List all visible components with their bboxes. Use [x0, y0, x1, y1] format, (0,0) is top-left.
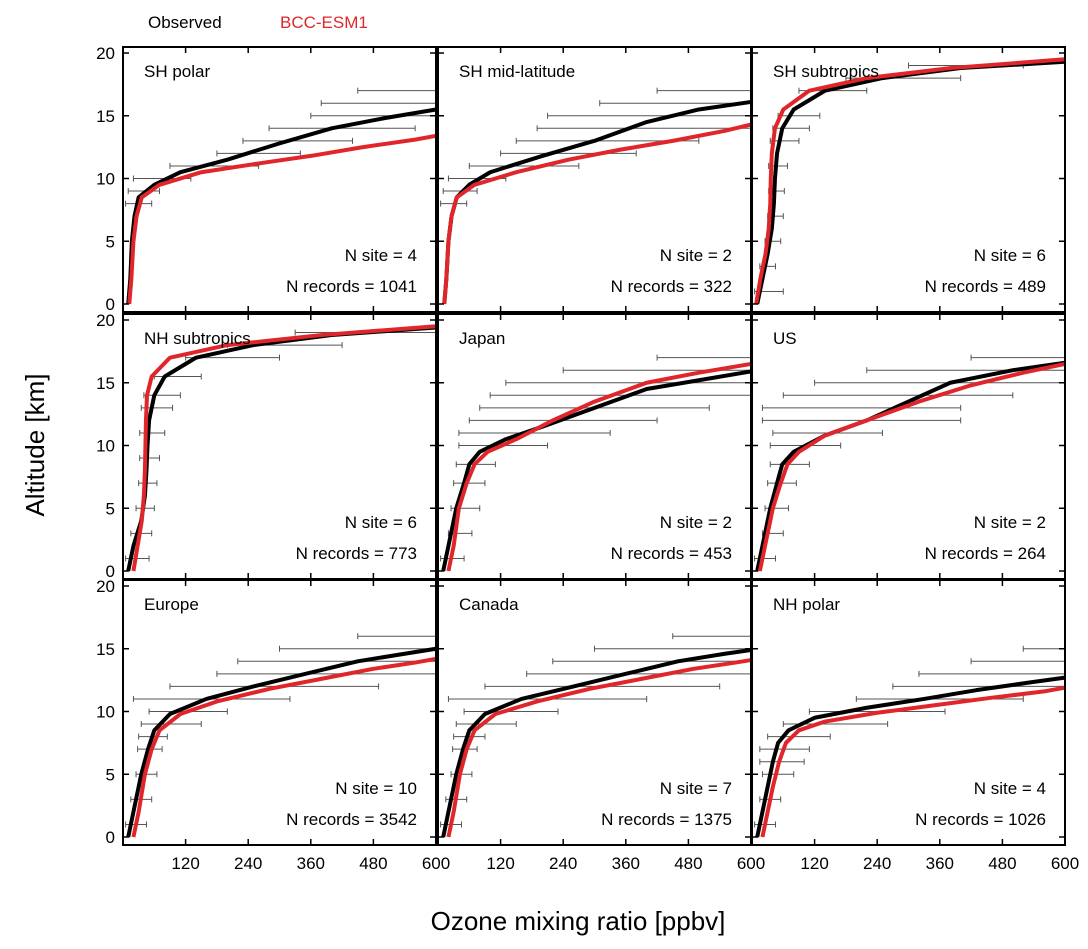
x-tick-label: 240 [863, 854, 891, 873]
panel-title: US [773, 329, 797, 348]
y-tick-label: 15 [96, 640, 115, 659]
n-site-label: N site = 7 [660, 779, 732, 798]
panel-frame [437, 313, 752, 580]
n-records-label: N records = 773 [296, 544, 417, 563]
x-tick-label: 120 [171, 854, 199, 873]
n-site-label: N site = 6 [345, 513, 417, 532]
model-line [446, 658, 752, 838]
panel: 0 5 10 15 20 NH subtropics N site = 6 N records… [96, 311, 437, 581]
y-tick-label: 0 [106, 562, 115, 581]
observed-line [441, 369, 752, 572]
x-tick-label: 360 [926, 854, 954, 873]
observed-line [126, 107, 437, 305]
panel: 120 240 360 480 600 NH polar N site = 4 N recor… [751, 579, 1079, 873]
y-tick-label: 0 [106, 295, 115, 314]
n-site-label: N site = 2 [660, 246, 732, 265]
y-tick-label: 20 [96, 44, 115, 63]
panel-title: SH mid-latitude [459, 62, 575, 81]
observed-line [442, 99, 752, 305]
legend-model: BCC-ESM1 [280, 13, 368, 32]
observed-line [126, 325, 437, 572]
panel-frame [122, 579, 437, 846]
panel-frame [122, 313, 437, 580]
model-line [131, 656, 437, 838]
y-tick-label: 10 [96, 703, 115, 722]
panel-title: NH subtropics [144, 329, 251, 348]
x-tick-label: 360 [297, 854, 325, 873]
n-records-label: N records = 1026 [915, 810, 1046, 829]
model-line [127, 133, 437, 305]
y-tick-label: 0 [106, 828, 115, 847]
n-site-label: N site = 4 [974, 779, 1046, 798]
panel: 0 5 10 15 20 120 240 360 480 600 Europe N site = 10… [96, 577, 450, 873]
legend-observed: Observed [148, 13, 222, 32]
n-records-label: N records = 1375 [601, 810, 732, 829]
n-site-label: N site = 2 [660, 513, 732, 532]
panel-title: Japan [459, 329, 505, 348]
x-tick-label: 240 [549, 854, 577, 873]
n-site-label: N site = 10 [335, 779, 417, 798]
n-records-label: N records = 489 [925, 277, 1046, 296]
y-axis-label: Altitude [km] [20, 373, 50, 516]
panel-title: NH polar [773, 595, 840, 614]
x-tick-label: 360 [612, 854, 640, 873]
panel-title: Europe [144, 595, 199, 614]
panel: Japan N site = 2 N records = 453 [437, 313, 752, 580]
panel: 0 5 10 15 20 SH polar N site = 4 N records = 10… [96, 44, 437, 314]
n-records-label: N records = 264 [925, 544, 1046, 563]
panel-frame [751, 46, 1066, 313]
x-axis-label: Ozone mixing ratio [ppbv] [431, 906, 726, 936]
n-records-label: N records = 3542 [286, 810, 417, 829]
panel: SH subtropics N site = 6 N records = 489 [751, 46, 1066, 313]
x-tick-label: 480 [359, 854, 387, 873]
panel: SH mid-latitude N site = 2 N records = 322 [437, 46, 752, 313]
panel-grid: 0 5 10 15 20 SH polar N site = 4 N records = 10… [96, 44, 1079, 873]
panel-title: Canada [459, 595, 519, 614]
x-tick-label: 480 [674, 854, 702, 873]
n-records-label: N records = 322 [611, 277, 732, 296]
n-site-label: N site = 4 [345, 246, 417, 265]
model-line [446, 361, 752, 572]
x-tick-label: 240 [234, 854, 262, 873]
model-line [131, 324, 437, 572]
x-tick-label: 600 [422, 854, 450, 873]
observed-line [755, 675, 1066, 838]
observed-line [755, 360, 1066, 572]
y-tick-label: 10 [96, 170, 115, 189]
y-tick-label: 20 [96, 311, 115, 330]
legend: Observed BCC-ESM1 [148, 13, 368, 32]
y-tick-label: 15 [96, 107, 115, 126]
x-tick-label: 600 [1051, 854, 1079, 873]
observed-line [126, 646, 437, 838]
y-tick-label: 15 [96, 374, 115, 393]
y-tick-label: 5 [106, 499, 115, 518]
x-tick-label: 120 [486, 854, 514, 873]
x-tick-label: 120 [800, 854, 828, 873]
model-line [442, 122, 752, 305]
panel-frame [122, 46, 437, 313]
model-line [757, 361, 1066, 572]
n-site-label: N site = 2 [974, 513, 1046, 532]
panel: US N site = 2 N records = 264 [751, 313, 1066, 580]
panel-frame [751, 313, 1066, 580]
y-tick-label: 20 [96, 577, 115, 596]
panel-title: SH subtropics [773, 62, 879, 81]
n-records-label: N records = 1041 [286, 277, 417, 296]
panel: 120 240 360 480 600 Canada N site = 7 N records… [437, 579, 765, 873]
model-line [760, 685, 1066, 838]
n-site-label: N site = 6 [974, 246, 1046, 265]
panel-frame [751, 579, 1066, 846]
panel-title: SH polar [144, 62, 210, 81]
observed-line [755, 59, 1066, 305]
n-records-label: N records = 453 [611, 544, 732, 563]
x-tick-label: 480 [988, 854, 1016, 873]
y-tick-label: 5 [106, 232, 115, 251]
observed-line [441, 648, 752, 838]
y-tick-label: 10 [96, 437, 115, 456]
panel-frame [437, 46, 752, 313]
model-line [754, 57, 1066, 305]
x-tick-label: 600 [737, 854, 765, 873]
y-tick-label: 5 [106, 765, 115, 784]
